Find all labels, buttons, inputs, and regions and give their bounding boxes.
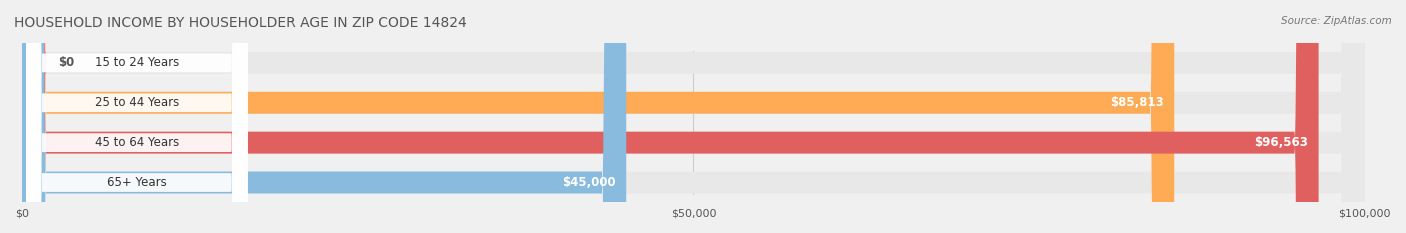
FancyBboxPatch shape: [22, 0, 1365, 233]
FancyBboxPatch shape: [22, 0, 1365, 233]
Text: 25 to 44 Years: 25 to 44 Years: [94, 96, 179, 109]
Text: 65+ Years: 65+ Years: [107, 176, 167, 189]
FancyBboxPatch shape: [27, 0, 247, 233]
Text: $45,000: $45,000: [562, 176, 616, 189]
FancyBboxPatch shape: [22, 0, 1365, 233]
FancyBboxPatch shape: [22, 0, 626, 233]
Text: 45 to 64 Years: 45 to 64 Years: [94, 136, 179, 149]
Text: $85,813: $85,813: [1109, 96, 1164, 109]
Text: $96,563: $96,563: [1254, 136, 1308, 149]
Text: Source: ZipAtlas.com: Source: ZipAtlas.com: [1281, 16, 1392, 26]
FancyBboxPatch shape: [14, 0, 46, 233]
FancyBboxPatch shape: [27, 0, 247, 233]
FancyBboxPatch shape: [22, 0, 1174, 233]
FancyBboxPatch shape: [22, 0, 1319, 233]
Text: $0: $0: [58, 56, 75, 69]
Text: 15 to 24 Years: 15 to 24 Years: [94, 56, 179, 69]
FancyBboxPatch shape: [22, 0, 1365, 233]
Text: HOUSEHOLD INCOME BY HOUSEHOLDER AGE IN ZIP CODE 14824: HOUSEHOLD INCOME BY HOUSEHOLDER AGE IN Z…: [14, 16, 467, 30]
FancyBboxPatch shape: [27, 0, 247, 233]
FancyBboxPatch shape: [27, 0, 247, 233]
